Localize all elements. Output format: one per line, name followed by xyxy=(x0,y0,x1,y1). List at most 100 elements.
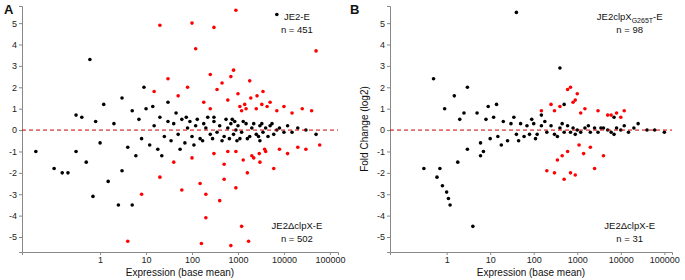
y-tick: 1 xyxy=(380,104,390,114)
point xyxy=(91,195,95,199)
point xyxy=(176,94,180,98)
y-axis-line xyxy=(19,7,23,253)
y-tick-mark xyxy=(19,237,22,238)
point xyxy=(232,68,236,72)
point xyxy=(248,79,252,83)
point xyxy=(190,135,194,139)
annotation: JE2clpXG265T-E xyxy=(597,11,663,24)
y-tick: 4 xyxy=(380,40,390,50)
point xyxy=(314,133,318,137)
point xyxy=(233,120,237,124)
point xyxy=(188,120,192,124)
y-tick: -4 xyxy=(9,211,22,221)
point xyxy=(183,141,187,145)
series xyxy=(34,13,318,207)
point xyxy=(180,118,184,122)
y-tick-mark xyxy=(387,237,390,238)
annotation: JE2ΔclpX-E xyxy=(604,220,655,231)
y-tick-mark xyxy=(19,216,22,217)
point xyxy=(632,126,636,130)
y-tick-label: 3 xyxy=(380,61,385,71)
y-tick-mark xyxy=(19,130,22,131)
y-tick-mark xyxy=(19,173,22,174)
point xyxy=(530,118,534,122)
y-tick-label: -4 xyxy=(9,211,17,221)
point xyxy=(212,115,216,119)
point xyxy=(158,115,162,119)
series xyxy=(422,11,666,229)
point xyxy=(462,111,466,115)
y-tick: 2 xyxy=(12,83,22,93)
point xyxy=(166,120,170,124)
point xyxy=(190,21,194,25)
point xyxy=(260,122,264,126)
point xyxy=(272,167,276,171)
point xyxy=(300,107,304,111)
point xyxy=(206,115,210,119)
point xyxy=(106,180,110,184)
point xyxy=(218,124,222,128)
x-tick-label: 10000 xyxy=(272,255,297,265)
point xyxy=(212,120,216,124)
point xyxy=(318,143,322,147)
point xyxy=(130,109,134,113)
y-tick-mark xyxy=(387,109,390,110)
y-tick: -5 xyxy=(377,232,390,242)
point xyxy=(272,133,276,137)
x-axis-title: Expression (base mean) xyxy=(126,267,234,278)
x-tick-label: 1000 xyxy=(228,255,248,265)
point xyxy=(475,111,479,115)
point xyxy=(74,113,78,117)
point xyxy=(126,240,130,244)
point xyxy=(438,167,442,171)
point xyxy=(296,126,300,130)
point xyxy=(517,139,521,143)
chart-root: 110100100010000100000-5-4-3-2-1012345AEx… xyxy=(0,0,685,280)
point xyxy=(52,167,56,171)
point xyxy=(209,73,213,77)
y-tick: 0 xyxy=(380,125,390,135)
reference-line xyxy=(390,130,672,131)
x-axis: 110100100010000100000 xyxy=(391,252,680,265)
point xyxy=(160,154,164,158)
point xyxy=(244,107,248,111)
point xyxy=(466,85,470,89)
point xyxy=(579,111,583,115)
point xyxy=(432,77,436,81)
y-tick-mark xyxy=(19,45,22,46)
point xyxy=(296,145,300,149)
point xyxy=(130,203,134,207)
point xyxy=(286,152,290,156)
y-tick-label: 0 xyxy=(380,125,385,135)
point xyxy=(241,158,245,162)
panel-label: B xyxy=(350,2,359,17)
point xyxy=(229,244,233,248)
reference-line xyxy=(22,130,338,131)
y-tick: 3 xyxy=(380,61,390,71)
y-tick-mark xyxy=(19,194,22,195)
point xyxy=(593,167,597,171)
point xyxy=(190,156,194,160)
point xyxy=(222,162,226,166)
point xyxy=(535,133,539,137)
point xyxy=(275,109,279,113)
point xyxy=(224,118,228,122)
point xyxy=(236,92,240,96)
point xyxy=(94,120,98,124)
x-tick-label: 1 xyxy=(445,255,450,265)
y-tick-label: -4 xyxy=(377,211,385,221)
point xyxy=(593,126,597,130)
point xyxy=(152,124,156,128)
point xyxy=(560,122,564,126)
point xyxy=(540,109,544,113)
point xyxy=(484,118,488,122)
point xyxy=(422,167,426,171)
x-axis: 110100100010000100000 xyxy=(23,252,346,265)
point xyxy=(609,130,613,134)
point xyxy=(220,139,224,143)
point xyxy=(264,126,268,130)
point xyxy=(573,133,577,137)
point xyxy=(569,85,573,89)
y-tick-label: -5 xyxy=(9,232,17,242)
point xyxy=(509,122,513,126)
